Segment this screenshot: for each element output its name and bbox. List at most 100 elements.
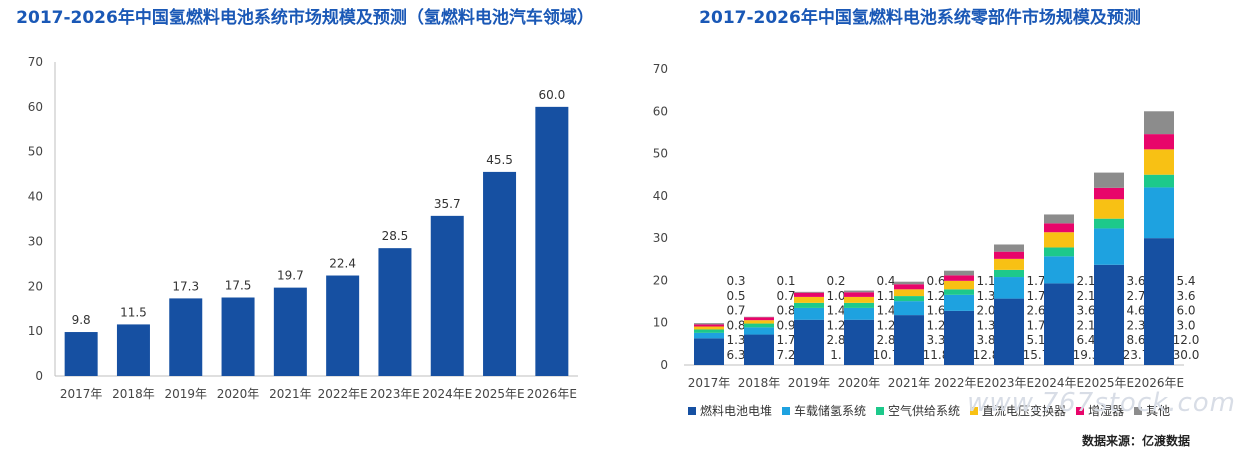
legend-item: 直流电压变换器 [970,402,1066,419]
component-market-stacked-chart: 0102030405060706.31.30.80.70.50.32017年7.… [653,62,1200,390]
y-tick-label: 50 [653,147,668,161]
x-tick-label: 2021年 [269,387,312,401]
legend-swatch [1076,406,1085,415]
segment-label: 2.1 [1076,318,1095,332]
segment-label: 0.2 [826,274,845,288]
bar [116,324,150,376]
legend-label: 空气供给系统 [888,404,961,418]
x-tick-label: 2023年E [984,376,1034,390]
x-tick-label: 2025年E [1084,376,1134,390]
stack-segment [944,294,974,311]
segment-label: 1.7 [1026,318,1045,332]
segment-label: 5.4 [1176,274,1195,288]
stack-segment [944,289,974,295]
x-tick-label: 2017年 [688,376,731,390]
stack-segment [1044,223,1074,233]
segment-label: 1. [830,348,841,362]
stack-segment [944,275,974,281]
stack-segment [1044,214,1074,224]
x-tick-label: 2026年E [527,387,577,401]
legend-swatch [1134,406,1143,415]
segment-label: 1.0 [826,289,845,303]
y-tick-label: 20 [28,279,43,293]
stack-segment [794,296,824,303]
y-tick-label: 70 [28,55,43,69]
y-tick-label: 50 [28,145,43,159]
segment-label: 30.0 [1173,348,1200,362]
segment-label: 3.6 [1176,289,1195,303]
stack-segment [794,302,824,308]
data-source-note: 数据来源：亿渡数据 [1081,434,1190,448]
right-chart-title: 2017-2026年中国氢燃料电池系统零部件市场规模及预测 [699,8,1141,28]
stack-segment [994,269,1024,278]
x-tick-label: 2020年 [838,376,881,390]
bar [430,215,464,376]
segment-label: 1.1 [876,289,895,303]
stack-segment [894,315,924,365]
bar [326,275,360,376]
stack-segment [794,307,824,320]
stack-segment [694,332,724,339]
segment-label: 1.2 [926,318,945,332]
y-tick-label: 40 [653,189,668,203]
segment-label: 3.3 [926,333,945,347]
stack-segment [994,258,1024,270]
segment-label: 3.6 [1076,304,1095,318]
segment-label: 10.7 [873,348,900,362]
bar [535,106,569,376]
legend-swatch [970,406,979,415]
segment-label: 0.8 [726,318,745,332]
stack-segment [744,317,774,321]
data-label: 17.5 [225,279,252,293]
bar [483,171,517,376]
x-tick-label: 2018年 [112,387,155,401]
stack-segment [694,329,724,333]
stack-segment [994,251,1024,259]
stack-segment [1094,187,1124,200]
stack-segment [694,326,724,330]
stack-segment [844,290,874,293]
segment-label: 23.7 [1123,348,1150,362]
legend-item: 车载储氢系统 [782,402,866,419]
segment-label: 4.6 [1126,304,1145,318]
segment-label: 1.7 [1026,289,1045,303]
stack-segment [744,327,774,335]
stack-segment [844,307,874,320]
component-legend: 燃料电池电堆 车载储氢系统 空气供给系统 直流电压变换器 增湿器 其他 [688,402,1170,419]
x-tick-label: 2019年 [164,387,207,401]
stack-segment [944,280,974,290]
segment-label: 0.7 [776,289,795,303]
x-tick-label: 2017年 [60,387,103,401]
x-tick-label: 2024年E [422,387,472,401]
segment-label: 5.1 [1026,333,1045,347]
segment-label: 1.3 [976,289,995,303]
bar [64,332,98,376]
stack-segment [1094,199,1124,219]
segment-label: 2.7 [1126,289,1145,303]
segment-label: 1.4 [876,304,895,318]
y-tick-label: 60 [653,104,668,118]
legend-swatch [688,406,696,415]
segment-label: 19.3 [1073,348,1100,362]
legend-label: 直流电压变换器 [982,404,1067,418]
segment-label: 0.8 [776,304,795,318]
legend-label: 燃料电池电堆 [700,404,773,418]
data-label: 35.7 [434,197,461,211]
legend-item: 增湿器 [1076,402,1124,419]
x-tick-label: 2025年E [474,387,524,401]
segment-label: 0.6 [926,274,945,288]
segment-label: 1.2 [826,318,845,332]
stack-segment [994,298,1024,365]
stack-segment [894,301,924,316]
segment-label: 1.6 [926,304,945,318]
segment-label: 2.0 [976,304,995,318]
segment-label: 1.2 [876,318,895,332]
stack-segment [994,244,1024,252]
legend-label: 增湿器 [1088,404,1125,418]
stack-segment [1144,187,1174,239]
segment-label: 6.4 [1076,333,1095,347]
stack-segment [844,292,874,297]
y-tick-label: 20 [653,273,668,287]
x-tick-label: 2026年E [1134,376,1184,390]
bar [221,297,255,376]
